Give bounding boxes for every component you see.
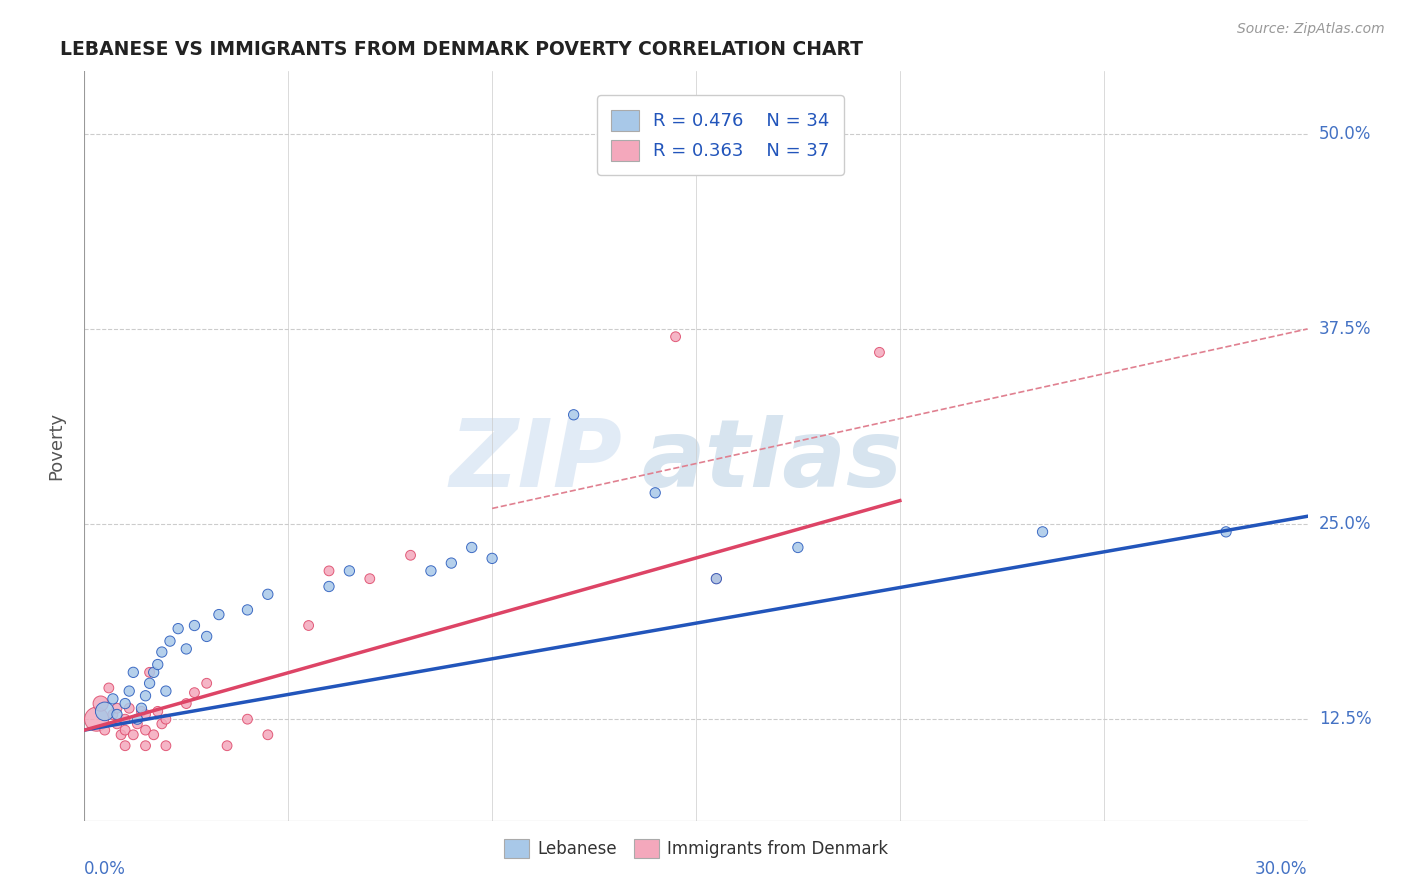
Point [127,712,149,726]
Text: atlas: atlas [641,415,903,507]
Point [420,564,443,578]
Point [155,712,177,726]
Point [257,728,280,742]
Point [150,717,173,731]
Point [155,684,177,698]
Point [195,676,218,690]
Point [150,645,173,659]
Text: 12.5%: 12.5% [1319,710,1371,728]
Text: LEBANESE VS IMMIGRANTS FROM DENMARK POVERTY CORRELATION CHART: LEBANESE VS IMMIGRANTS FROM DENMARK POVE… [60,39,863,59]
Point [217,739,239,753]
Text: 30.0%: 30.0% [1256,860,1308,878]
Text: 37.5%: 37.5% [1319,320,1371,338]
Point [208,607,231,622]
Point [359,572,381,586]
Point [142,665,165,680]
Point [105,707,128,722]
Y-axis label: Poverty: Poverty [48,412,66,480]
Point [114,697,136,711]
Point [135,739,157,753]
Point [644,485,666,500]
Point [1032,524,1054,539]
Point [122,665,145,680]
Point [93,705,115,719]
Point [114,739,136,753]
Point [146,705,169,719]
Text: ZIP: ZIP [450,415,623,507]
Point [142,728,165,742]
Point [101,707,124,722]
Point [101,692,124,706]
Point [665,330,688,344]
Point [787,541,810,555]
Point [318,564,340,578]
Legend: Lebanese, Immigrants from Denmark: Lebanese, Immigrants from Denmark [498,832,894,864]
Point [93,723,115,737]
Point [706,572,728,586]
Point [440,556,463,570]
Point [257,587,280,601]
Point [167,622,190,636]
Point [461,541,484,555]
Point [138,676,160,690]
Point [481,551,503,566]
Point [298,618,321,632]
Text: 50.0%: 50.0% [1319,125,1371,143]
Point [105,701,128,715]
Point [131,705,153,719]
Point [135,723,157,737]
Point [114,723,136,737]
Point [135,707,157,722]
Point [159,634,181,648]
Point [183,618,205,632]
Point [135,689,157,703]
Point [706,572,728,586]
Point [90,697,112,711]
Point [174,697,197,711]
Point [131,701,153,715]
Text: 25.0%: 25.0% [1319,515,1371,533]
Point [562,408,585,422]
Point [146,657,169,672]
Point [127,717,149,731]
Point [318,580,340,594]
Point [869,345,891,359]
Point [399,548,422,563]
Point [122,728,145,742]
Point [118,684,141,698]
Point [195,630,218,644]
Point [97,681,120,695]
Point [114,712,136,726]
Point [86,712,108,726]
Point [110,728,132,742]
Point [183,686,205,700]
Point [138,665,160,680]
Point [174,642,197,657]
Point [236,712,259,726]
Point [155,739,177,753]
Point [118,701,141,715]
Point [236,603,259,617]
Text: 0.0%: 0.0% [84,860,127,878]
Point [339,564,361,578]
Point [105,717,128,731]
Point [1215,524,1237,539]
Text: Source: ZipAtlas.com: Source: ZipAtlas.com [1237,22,1385,37]
